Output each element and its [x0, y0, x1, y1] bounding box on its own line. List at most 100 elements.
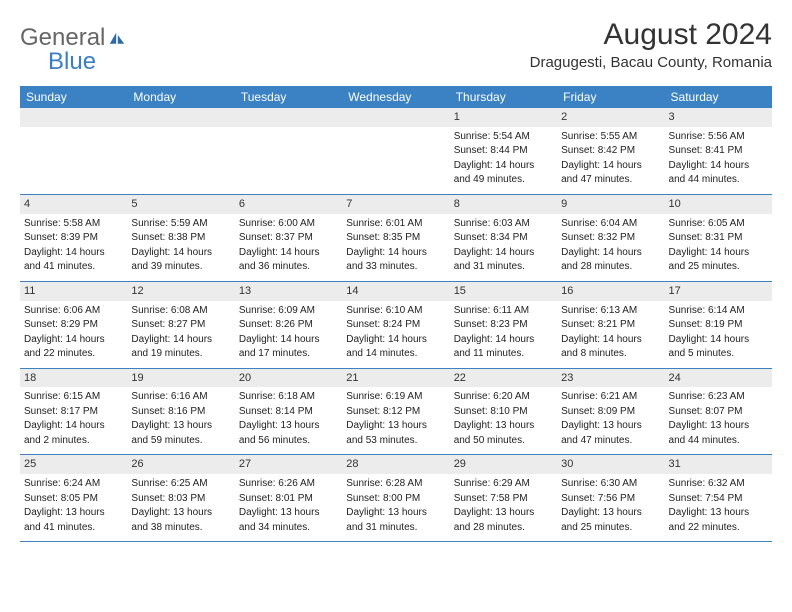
day-cell: 4Sunrise: 5:58 AMSunset: 8:39 PMDaylight…	[20, 195, 127, 281]
week-row: 4Sunrise: 5:58 AMSunset: 8:39 PMDaylight…	[20, 195, 772, 282]
weekday-header: Friday	[557, 86, 664, 108]
daylight-text-1: Daylight: 13 hours	[561, 419, 660, 433]
daylight-text-1: Daylight: 14 hours	[454, 246, 553, 260]
weekday-header: Tuesday	[235, 86, 342, 108]
day-cell: 24 Sunrise: 6:23 AMSunset: 8:07 PMDayligh…	[665, 369, 772, 455]
empty-day-bar	[235, 108, 342, 127]
day-details: Sunrise: 6:01 AMSunset: 8:35 PMDaylight:…	[346, 217, 445, 275]
day-details: Sunrise: 6:05 AMSunset: 8:31 PMDaylight:…	[669, 217, 768, 275]
daylight-text-2: and 39 minutes.	[131, 260, 230, 274]
sunrise-text: Sunrise: 6:18 AM	[239, 390, 338, 404]
sunrise-text: Sunrise: 6:00 AM	[239, 217, 338, 231]
weeks-container: 1Sunrise: 5:54 AMSunset: 8:44 PMDaylight…	[20, 108, 772, 542]
logo-text-general: General	[20, 24, 105, 51]
sunset-text: Sunset: 8:41 PM	[669, 144, 768, 158]
sunrise-text: Sunrise: 6:15 AM	[24, 390, 123, 404]
weekday-header: Thursday	[450, 86, 557, 108]
day-number: 24	[665, 369, 772, 388]
day-details: Sunrise: 6:15 AMSunset: 8:17 PMDaylight:…	[24, 390, 123, 448]
day-cell: 16Sunrise: 6:13 AMSunset: 8:21 PMDayligh…	[557, 282, 664, 368]
daylight-text-1: Daylight: 14 hours	[131, 246, 230, 260]
sunrise-text: Sunrise: 5:54 AM	[454, 130, 553, 144]
sunset-text: Sunset: 8:32 PM	[561, 231, 660, 245]
daylight-text-1: Daylight: 13 hours	[346, 506, 445, 520]
daylight-text-2: and 53 minutes.	[346, 434, 445, 448]
day-number: 31	[665, 455, 772, 474]
sunset-text: Sunset: 8:05 PM	[24, 492, 123, 506]
daylight-text-1: Daylight: 14 hours	[24, 246, 123, 260]
day-number: 15	[450, 282, 557, 301]
day-details: Sunrise: 6:21 AMSunset: 8:09 PMDaylight:…	[561, 390, 660, 448]
day-details: Sunrise: 6:24 AMSunset: 8:05 PMDaylight:…	[24, 477, 123, 535]
sunset-text: Sunset: 8:26 PM	[239, 318, 338, 332]
day-number: 8	[450, 195, 557, 214]
weekday-header: Sunday	[20, 86, 127, 108]
daylight-text-2: and 19 minutes.	[131, 347, 230, 361]
week-row: 11Sunrise: 6:06 AMSunset: 8:29 PMDayligh…	[20, 282, 772, 369]
sunrise-text: Sunrise: 6:04 AM	[561, 217, 660, 231]
day-number: 29	[450, 455, 557, 474]
daylight-text-2: and 56 minutes.	[239, 434, 338, 448]
day-details: Sunrise: 6:29 AMSunset: 7:58 PMDaylight:…	[454, 477, 553, 535]
sunset-text: Sunset: 7:54 PM	[669, 492, 768, 506]
daylight-text-1: Daylight: 13 hours	[239, 419, 338, 433]
day-details: Sunrise: 6:03 AMSunset: 8:34 PMDaylight:…	[454, 217, 553, 275]
day-number: 28	[342, 455, 449, 474]
sunrise-text: Sunrise: 6:08 AM	[131, 304, 230, 318]
day-cell: 17Sunrise: 6:14 AMSunset: 8:19 PMDayligh…	[665, 282, 772, 368]
sunset-text: Sunset: 8:07 PM	[669, 405, 768, 419]
empty-day-bar	[342, 108, 449, 127]
sunrise-text: Sunrise: 6:19 AM	[346, 390, 445, 404]
day-number: 26	[127, 455, 234, 474]
daylight-text-1: Daylight: 14 hours	[561, 333, 660, 347]
day-number: 19	[127, 369, 234, 388]
day-number: 6	[235, 195, 342, 214]
week-row: 18Sunrise: 6:15 AMSunset: 8:17 PMDayligh…	[20, 369, 772, 456]
sunrise-text: Sunrise: 6:09 AM	[239, 304, 338, 318]
day-details: Sunrise: 6:11 AMSunset: 8:23 PMDaylight:…	[454, 304, 553, 362]
sunrise-text: Sunrise: 6:11 AM	[454, 304, 553, 318]
calendar-page: GeneralBlue August 2024 Dragugesti, Baca…	[0, 0, 792, 542]
daylight-text-1: Daylight: 14 hours	[454, 333, 553, 347]
day-cell: 11Sunrise: 6:06 AMSunset: 8:29 PMDayligh…	[20, 282, 127, 368]
daylight-text-1: Daylight: 14 hours	[239, 333, 338, 347]
sunrise-text: Sunrise: 6:10 AM	[346, 304, 445, 318]
day-cell: 10 Sunrise: 6:05 AMSunset: 8:31 PMDayligh…	[665, 195, 772, 281]
daylight-text-2: and 28 minutes.	[454, 521, 553, 535]
day-cell: 1Sunrise: 5:54 AMSunset: 8:44 PMDaylight…	[450, 108, 557, 194]
day-number: 13	[235, 282, 342, 301]
day-cell: 22Sunrise: 6:20 AMSunset: 8:10 PMDayligh…	[450, 369, 557, 455]
day-number: 25	[20, 455, 127, 474]
week-row: 25 Sunrise: 6:24 AMSunset: 8:05 PMDayligh…	[20, 455, 772, 542]
day-number: 27	[235, 455, 342, 474]
daylight-text-2: and 38 minutes.	[131, 521, 230, 535]
logo-text-blue: Blue	[20, 48, 96, 75]
sunrise-text: Sunrise: 6:28 AM	[346, 477, 445, 491]
day-number: 10	[665, 195, 772, 214]
daylight-text-1: Daylight: 13 hours	[561, 506, 660, 520]
sunset-text: Sunset: 8:23 PM	[454, 318, 553, 332]
sunset-text: Sunset: 8:37 PM	[239, 231, 338, 245]
sunset-text: Sunset: 8:27 PM	[131, 318, 230, 332]
daylight-text-1: Daylight: 14 hours	[131, 333, 230, 347]
daylight-text-2: and 59 minutes.	[131, 434, 230, 448]
daylight-text-1: Daylight: 13 hours	[454, 419, 553, 433]
sunset-text: Sunset: 8:39 PM	[24, 231, 123, 245]
empty-cell	[127, 108, 234, 194]
day-details: Sunrise: 6:10 AMSunset: 8:24 PMDaylight:…	[346, 304, 445, 362]
daylight-text-1: Daylight: 13 hours	[669, 419, 768, 433]
daylight-text-2: and 25 minutes.	[561, 521, 660, 535]
day-number: 2	[557, 108, 664, 127]
sunset-text: Sunset: 8:17 PM	[24, 405, 123, 419]
daylight-text-1: Daylight: 13 hours	[131, 419, 230, 433]
location-text: Dragugesti, Bacau County, Romania	[530, 54, 772, 71]
daylight-text-2: and 5 minutes.	[669, 347, 768, 361]
sunset-text: Sunset: 8:21 PM	[561, 318, 660, 332]
sunset-text: Sunset: 8:09 PM	[561, 405, 660, 419]
daylight-text-2: and 22 minutes.	[669, 521, 768, 535]
day-details: Sunrise: 6:26 AMSunset: 8:01 PMDaylight:…	[239, 477, 338, 535]
sunrise-text: Sunrise: 6:23 AM	[669, 390, 768, 404]
day-cell: 6Sunrise: 6:00 AMSunset: 8:37 PMDaylight…	[235, 195, 342, 281]
daylight-text-1: Daylight: 14 hours	[24, 419, 123, 433]
daylight-text-2: and 44 minutes.	[669, 434, 768, 448]
